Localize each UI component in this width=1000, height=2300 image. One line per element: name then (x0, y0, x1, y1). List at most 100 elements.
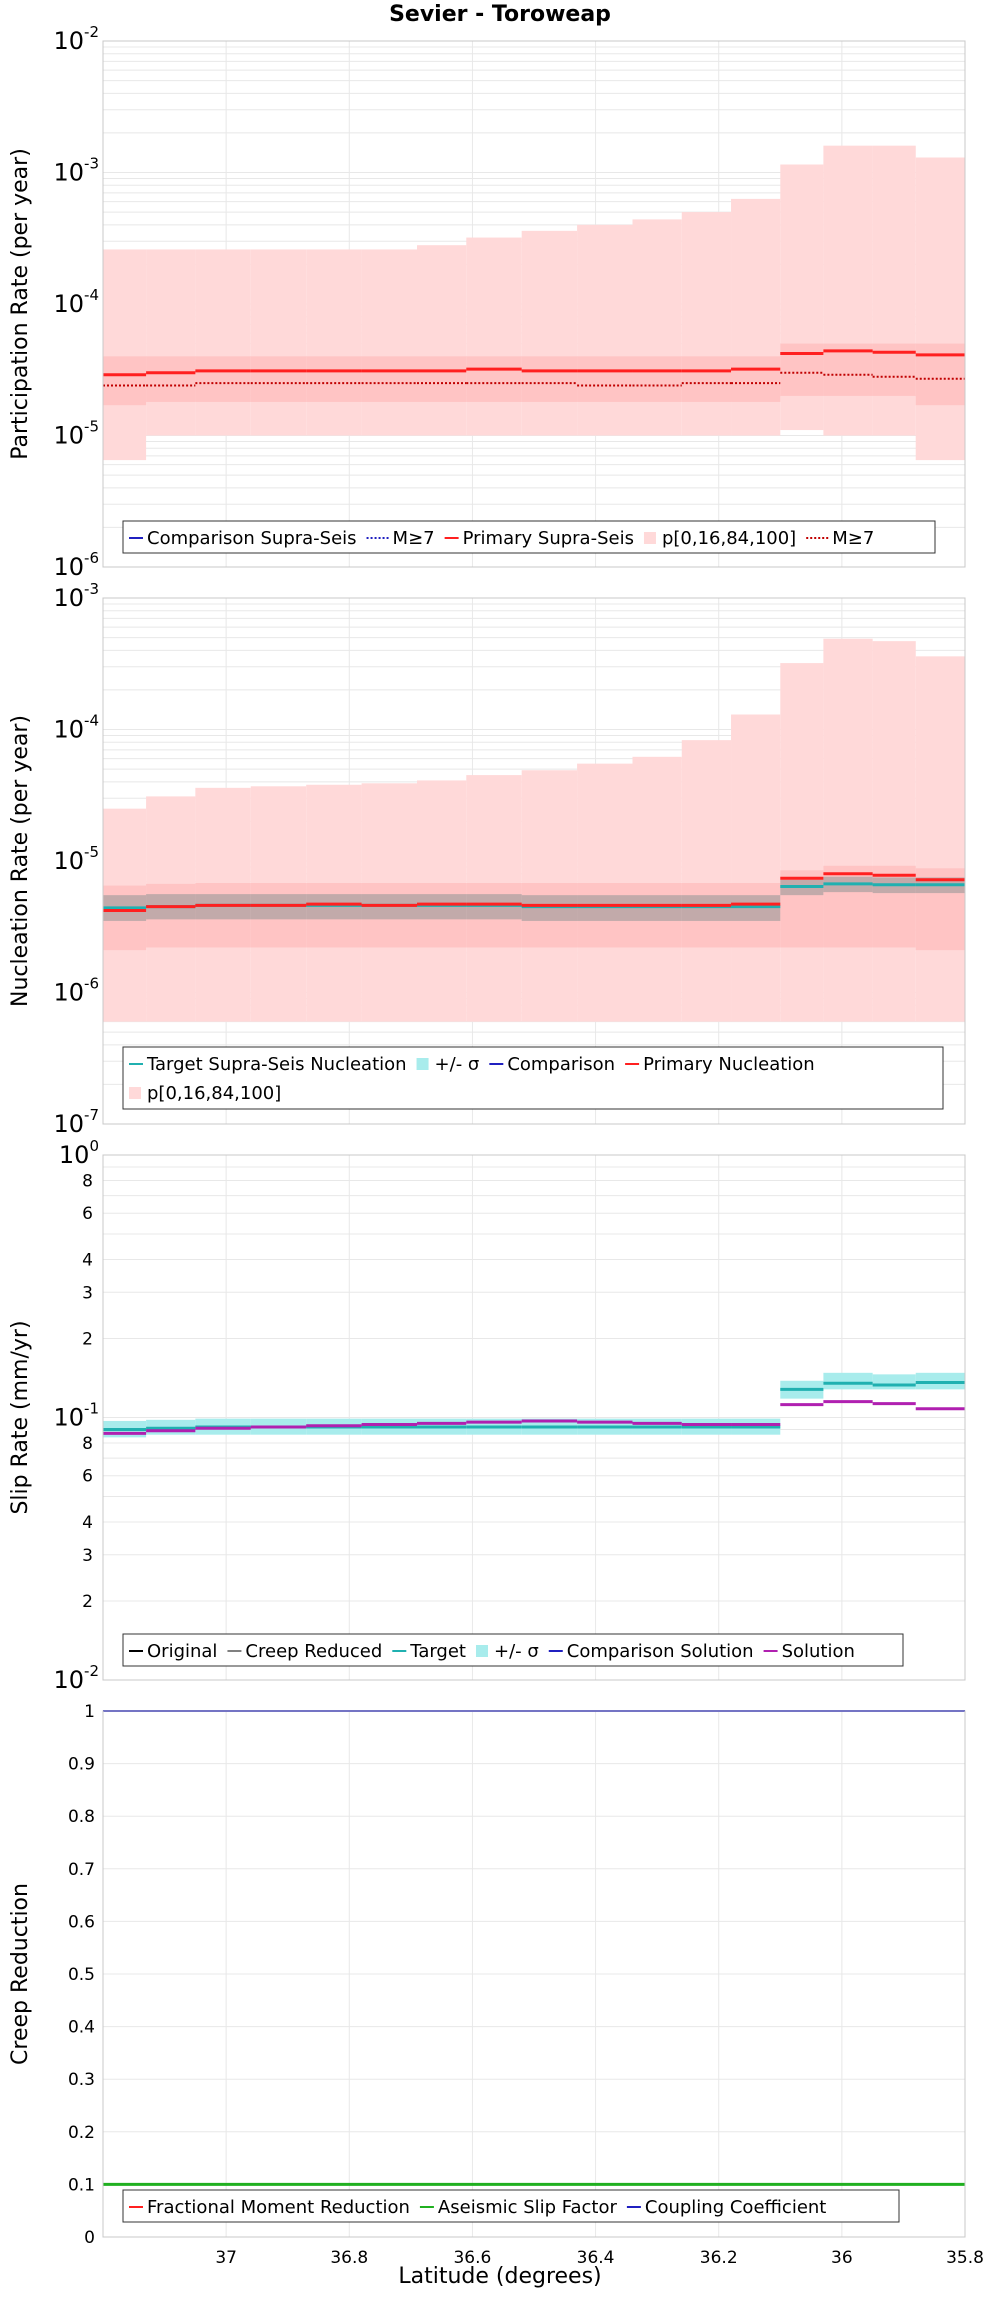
legend-swatch (475, 1645, 488, 1657)
y-tick-label: 0.2 (68, 2123, 95, 2143)
band-bar (915, 343, 965, 406)
band-bar (780, 343, 824, 396)
y-tick-label: 10-5 (53, 843, 99, 875)
band-bar (731, 714, 781, 1022)
y-tick-label: 10-1 (53, 1400, 99, 1432)
y-tick-label: 0 (84, 2228, 95, 2248)
y-tick-label: 0.9 (68, 1755, 95, 1775)
legend-item: Coupling Coefficient (626, 2197, 826, 2218)
y-tick-label: 10-4 (53, 712, 99, 744)
legend-swatch (643, 532, 656, 544)
legend-item: Comparison Supra-Seis (129, 528, 357, 549)
band-bar (681, 740, 732, 1022)
x-axis-label: Latitude (degrees) (398, 2264, 602, 2289)
y-minor-tick-label: 6 (82, 1204, 93, 1224)
band-bar (632, 219, 682, 436)
band-bar (103, 356, 147, 406)
y-tick-labels: 10-7 10-6 10-5 10-4 10-3 (53, 580, 99, 1138)
y-tick-label: 10-6 (53, 549, 99, 581)
y-tick-labels: 0 0.1 0.2 0.3 0.4 0.5 0.6 0.7 0.8 0.9 1 (68, 1702, 95, 2248)
band-bar (577, 224, 633, 436)
series-primary-nucleation (103, 872, 965, 913)
x-tick-label: 36.2 (700, 2248, 738, 2268)
legend-item: Target (392, 1641, 466, 1662)
x-tick-labels: 37 36.8 36.6 36.4 36.2 36 35.8 (215, 2248, 984, 2268)
y-tick-label: 10-6 (53, 975, 99, 1007)
band-bar (306, 356, 362, 402)
legend-item: Original (129, 1641, 217, 1662)
band-bar (632, 356, 682, 402)
y-minor-tick-label: 2 (82, 1329, 93, 1349)
chart-title: Sevier - Toroweap (389, 2, 611, 27)
y-tick-label: 0.5 (68, 1965, 95, 1985)
legend-item: Comparison (489, 1054, 615, 1075)
y-tick-label: 0.3 (68, 2070, 95, 2090)
y-tick-labels: 10-2 10-1 100 2 3 4 6 8 2 3 4 6 8 (53, 1137, 99, 1694)
band-bar (731, 356, 781, 402)
legend-item: Primary Supra-Seis (444, 528, 634, 549)
legend-item: +/- σ (475, 1641, 539, 1662)
band-bar (466, 356, 522, 402)
legend-item: Solution (763, 1641, 855, 1662)
y-axis-label: Creep Reduction (8, 1883, 33, 2065)
y-axis-label: Participation Rate (per year) (8, 148, 33, 460)
legend-label: p[0,16,84,100] (147, 1083, 281, 1104)
legend: Target Supra-Seis Nucleation +/- σ Compari… (122, 1046, 944, 1110)
y-tick-label: 10-2 (53, 23, 99, 55)
band-bar (780, 663, 824, 1022)
legend-label: +/- σ (435, 1054, 480, 1075)
y-tick-label: 0.7 (68, 1860, 95, 1880)
plot-frame (102, 40, 966, 568)
y-tick-label: 10-4 (53, 286, 99, 318)
band-bar (823, 1372, 873, 1390)
y-tick-label: 1 (84, 1702, 95, 1722)
y-tick-label: 0.4 (68, 2018, 95, 2038)
legend: Original Creep Reduced Target +/- σ Comparis… (122, 1633, 904, 1667)
y-minor-tick-label: 6 (82, 1467, 93, 1487)
y-minor-tick-label: 3 (82, 1546, 93, 1566)
series-primary-supra-seis (103, 349, 965, 377)
series-m-7 (103, 371, 965, 387)
legend-label: Original (147, 1641, 217, 1662)
legend-item: Target Supra-Seis Nucleation (129, 1054, 407, 1075)
y-tick-label: 10-2 (53, 1662, 99, 1694)
y-tick-label: 10-7 (53, 1106, 99, 1138)
y-minor-tick-label: 8 (82, 1171, 93, 1191)
plot-frame (102, 597, 966, 1125)
y-axis-label: Nucleation Rate (per year) (8, 715, 33, 1007)
band-bar (521, 356, 578, 402)
legend-label: M≥7 (393, 528, 435, 549)
band-bar (250, 249, 307, 436)
legend-label: Aseismic Slip Factor (438, 2197, 618, 2218)
legend-label: Solution (782, 1641, 855, 1662)
y-tick-label: 100 (59, 1137, 99, 1169)
band-bar (103, 249, 147, 461)
band-bar (306, 249, 362, 436)
legend-label: Comparison (507, 1054, 615, 1075)
legend-box (122, 520, 936, 554)
legend-label: Primary Nucleation (643, 1054, 815, 1075)
band-bar (915, 157, 965, 461)
band-bar (250, 356, 307, 402)
legend-item: p[0,16,84,100] (129, 1083, 281, 1104)
y-tick-label: 0.8 (68, 1807, 95, 1827)
band-bar (195, 356, 251, 402)
band-bar (872, 641, 916, 1022)
band-bar (361, 249, 418, 436)
legend-item: Comparison Solution (548, 1641, 754, 1662)
band-bar (577, 356, 633, 402)
band-bar (195, 249, 251, 436)
legend-label: M≥7 (832, 528, 874, 549)
legend-item: Aseismic Slip Factor (419, 2197, 618, 2218)
legend-label: Creep Reduced (245, 1641, 382, 1662)
x-tick-label: 36.4 (577, 2248, 615, 2268)
legend: Comparison Supra-Seis M≥7 Primary Supra-Se… (122, 520, 936, 554)
y-minor-tick-label: 4 (82, 1250, 93, 1270)
panel-slip: 10-2 10-1 100 2 3 4 6 8 2 3 4 6 8 Slip Rate (mm/yr) Or… (8, 1137, 966, 1694)
legend-label: p[0,16,84,100] (662, 528, 796, 549)
y-tick-label: 0.1 (68, 2175, 95, 2195)
band-bar (146, 249, 196, 436)
y-minor-tick-label: 3 (82, 1283, 93, 1303)
